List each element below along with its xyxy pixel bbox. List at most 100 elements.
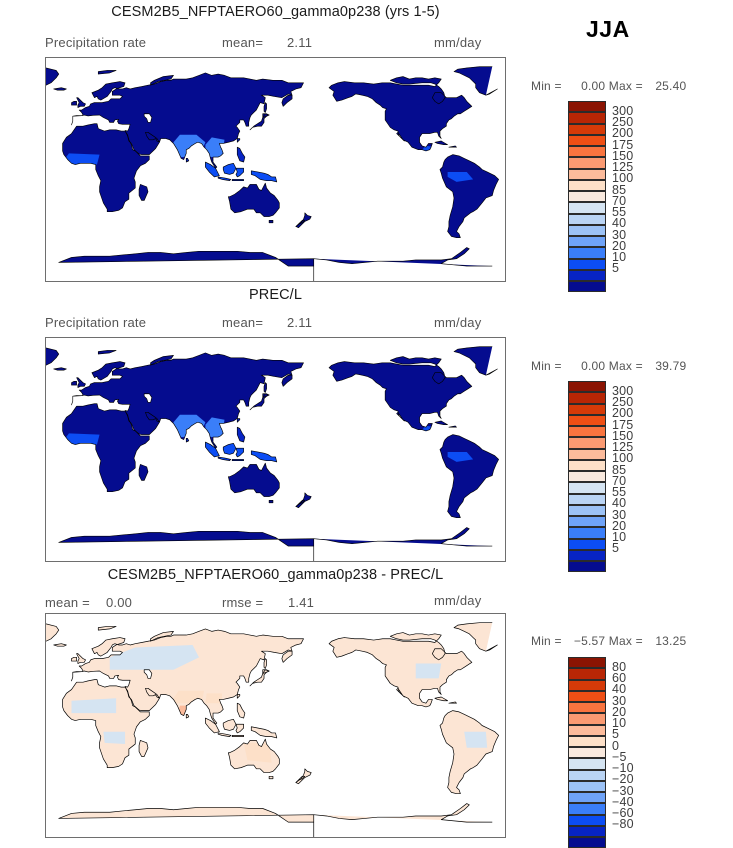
colorbar-tick-label: 150 xyxy=(612,148,634,163)
coastline xyxy=(138,184,149,201)
min-value: 0.00 xyxy=(581,79,606,93)
colorbar-band xyxy=(568,516,606,528)
anomaly-patch xyxy=(103,731,126,745)
min-value: 0.00 xyxy=(581,359,606,373)
colorbar-tick-label: 125 xyxy=(612,160,634,174)
land-region xyxy=(71,352,304,449)
coastline xyxy=(76,97,86,108)
coastline xyxy=(53,643,67,647)
coastline xyxy=(222,442,237,455)
coastline xyxy=(62,679,150,768)
coastline xyxy=(71,101,77,106)
colorbar-band xyxy=(568,837,606,848)
minmax-difference: Min = −5.57 Max = 13.25 xyxy=(531,634,686,648)
colorbar-band xyxy=(568,269,606,281)
coastline xyxy=(328,356,473,432)
coastline xyxy=(97,626,117,631)
anomaly-patch xyxy=(205,137,225,158)
colorbar-tick-label: 125 xyxy=(612,440,634,454)
rmse-value: 1.41 xyxy=(288,595,315,610)
colorbar-band xyxy=(568,281,606,293)
coastline xyxy=(268,499,274,504)
land-region xyxy=(228,463,280,497)
panel-title: CESM2B5_NFPTAERO60_gamma0p238 - PREC/L xyxy=(107,567,444,583)
world-map-svg xyxy=(46,66,499,281)
colorbar-tick-label: 5 xyxy=(612,541,620,556)
coastline xyxy=(150,631,174,642)
min-label: Min = xyxy=(531,634,562,648)
colorbar-tick-label: 70 xyxy=(612,193,627,208)
land-region xyxy=(439,710,499,794)
land-region xyxy=(295,220,305,227)
land-region xyxy=(186,158,189,163)
coastline xyxy=(46,622,498,652)
colorbar-tick-label: 60 xyxy=(612,671,627,685)
colorbar-tick-label: 55 xyxy=(612,205,627,219)
colorbar-tick-label: 250 xyxy=(612,395,634,409)
colorbar-band xyxy=(568,679,606,691)
coastline xyxy=(434,140,448,146)
land-region xyxy=(144,113,152,123)
coastline xyxy=(448,701,457,704)
coastline xyxy=(58,803,493,837)
colorbar-band xyxy=(568,493,606,505)
land-region xyxy=(58,803,493,837)
map-model[interactable] xyxy=(45,57,506,282)
coastline xyxy=(295,499,306,507)
colorbar-band xyxy=(568,213,606,225)
anomaly-patch xyxy=(109,644,199,670)
coastline xyxy=(236,418,241,423)
coastline xyxy=(58,247,493,281)
coastline xyxy=(217,732,232,737)
colorbar-tick-label: 10 xyxy=(612,716,627,730)
land-region xyxy=(329,632,472,707)
coastline xyxy=(228,462,280,497)
mean-value: 2.11 xyxy=(287,35,313,50)
colorbar-band xyxy=(568,713,606,725)
panel-title: PREC/L xyxy=(249,287,302,303)
anomaly-patch xyxy=(173,690,205,704)
land-region xyxy=(205,442,220,457)
coastline xyxy=(235,167,244,178)
land-region xyxy=(251,450,277,462)
variable-label: Precipitation rate xyxy=(45,35,147,50)
colorbar-tick-label: 10 xyxy=(612,530,627,544)
coastline xyxy=(281,650,293,663)
coastline xyxy=(295,219,306,227)
coastline xyxy=(205,161,220,178)
land-region xyxy=(62,123,150,212)
coastline xyxy=(58,527,493,561)
colorbar-tick-label: −30 xyxy=(612,783,634,798)
coastline xyxy=(228,182,280,217)
coastline-layer xyxy=(46,346,499,561)
land-region xyxy=(269,500,273,503)
colorbar-tick-label: 100 xyxy=(612,171,634,186)
land-region xyxy=(237,703,245,719)
anomaly-patch xyxy=(464,731,488,748)
coastline xyxy=(295,492,312,509)
colorbar-tick-label: 200 xyxy=(612,406,634,421)
mean-label: mean= xyxy=(222,315,264,330)
anomaly-patch xyxy=(205,693,222,704)
coastline xyxy=(235,723,244,734)
land-region xyxy=(150,75,174,86)
world-map-svg xyxy=(46,622,499,837)
coastline xyxy=(262,393,270,398)
colorbar-tick-label: 150 xyxy=(612,428,634,443)
colorbar-tick-label: −5 xyxy=(612,749,627,764)
map-observations[interactable] xyxy=(45,337,506,562)
map-difference[interactable] xyxy=(45,613,506,838)
land-region xyxy=(150,631,174,642)
coastline xyxy=(185,714,190,719)
land-region xyxy=(329,76,472,151)
land-region xyxy=(58,247,493,281)
coastline xyxy=(222,162,237,175)
colorbar-tick-label: −40 xyxy=(612,794,634,809)
colorbar-tick-label: 30 xyxy=(612,227,627,242)
coastline xyxy=(235,447,244,458)
land-region xyxy=(251,170,277,182)
world-map-svg xyxy=(46,346,499,561)
colorbar-band xyxy=(568,392,606,404)
colorbar-band xyxy=(568,426,606,438)
coastline xyxy=(281,374,293,387)
